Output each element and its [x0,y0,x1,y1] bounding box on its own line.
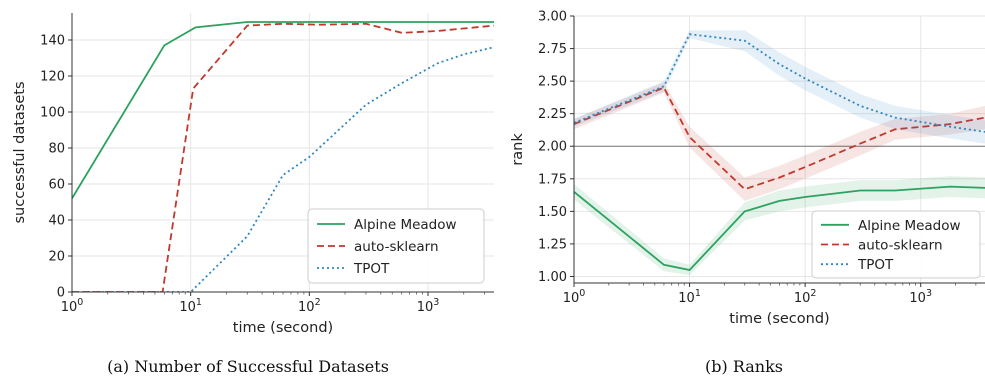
data-point [192,88,194,90]
data-point [318,24,320,26]
y-tick-label: 40 [48,214,65,229]
data-point [894,190,896,192]
data-point [308,21,310,23]
data-point [282,21,284,23]
data-point [859,105,861,107]
data-point [365,104,367,106]
legend-box [307,208,485,284]
y-tick-label: 3.00 [538,10,567,25]
data-point [246,21,248,23]
x-tick-label: 100 [61,297,84,315]
y-tick-label: 0 [57,286,65,301]
y-tick-label: 120 [40,70,65,85]
x-tick-label: 103 [417,297,440,315]
legend-entry: Alpine Meadow [858,218,961,234]
data-point [779,177,781,179]
legend-entry: auto-sklearn [858,238,943,254]
data-point [744,40,746,42]
confidence-band-alpine-meadow [574,176,985,276]
y-tick-label: 1.75 [538,172,567,187]
data-point [779,63,781,65]
data-point [246,235,248,237]
data-point [463,54,465,56]
data-point [859,143,861,145]
series-line-auto-sklearn [574,86,985,191]
data-point [401,21,403,23]
data-point [859,190,861,192]
data-point [308,156,310,158]
data-point [804,196,806,198]
figure-caption: (a) Number of Successful Datasets [107,357,389,376]
data-point [493,21,495,23]
x-axis-label: time (second) [729,311,829,327]
y-tick-label: 2.00 [538,140,567,155]
data-point [493,46,495,48]
data-point [949,126,951,128]
series-line-auto-sklearn [72,22,494,292]
data-point [663,85,665,87]
x-tick-label: 102 [298,297,321,315]
data-point [282,174,284,176]
y-tick-label: 1.50 [538,205,567,220]
y-tick-label: 2.75 [538,42,567,57]
data-point [663,264,665,266]
data-point [689,269,691,271]
data-point [744,188,746,190]
y-tick-label: 20 [48,250,65,265]
legend-entry: auto-sklearn [354,239,439,255]
data-point [894,117,896,119]
data-point [365,23,367,25]
x-tick-label: 100 [563,288,586,306]
series-group [72,21,495,292]
y-tick-label: 1.25 [538,237,567,252]
y-tick-label: 140 [40,34,65,49]
x-tick-label: 103 [909,288,932,306]
legend-entry: TPOT [857,257,894,273]
legend-box [811,210,981,279]
data-point [949,186,951,188]
series-group [574,30,985,276]
series-line-alpine-meadow [72,21,494,199]
legend: Alpine Meadow auto-sklearn TPOT [307,208,485,284]
series-line-tpot [574,33,985,133]
x-tick-label: 101 [678,288,701,306]
data-point [163,45,165,47]
data-point [401,32,403,34]
data-point [493,25,495,27]
chart-panel-1: 0 20 40 60 80 100 120 140 100 101 102 103 time (seco… [12,13,495,376]
data-point [437,30,439,32]
legend-entry: Alpine Meadow [354,217,457,233]
y-axis-label: successful datasets [12,81,28,223]
data-point [804,166,806,168]
x-axis-label: time (second) [233,320,333,336]
y-tick-label: 100 [40,106,65,121]
data-point [195,27,197,29]
data-point [779,200,781,202]
figure-caption: (b) Ranks [705,357,783,376]
data-point [437,63,439,65]
data-point [246,25,248,27]
data-point [689,33,691,35]
data-point [744,211,746,213]
data-point [401,82,403,84]
x-tick-label: 101 [179,297,202,315]
y-tick-label: 2.50 [538,75,567,90]
data-point [365,21,367,23]
x-tick-label: 102 [794,288,817,306]
y-tick-label: 2.25 [538,107,567,122]
legend-entry: TPOT [353,261,390,277]
legend: Alpine Meadow auto-sklearn TPOT [811,210,981,279]
y-axis-label: rank [510,133,526,166]
y-tick-label: 80 [48,142,65,157]
chart-panel-2: 1.00 1.25 1.50 1.75 2.00 2.25 2.50 2.75 3.00 100 1… [510,10,985,376]
series-line-alpine-meadow [574,185,985,271]
data-point [282,23,284,25]
y-tick-label: 60 [48,178,65,193]
y-tick-label: 1.00 [538,270,567,285]
confidence-band-tpot [574,30,985,144]
data-point [689,136,691,138]
data-point [804,78,806,80]
